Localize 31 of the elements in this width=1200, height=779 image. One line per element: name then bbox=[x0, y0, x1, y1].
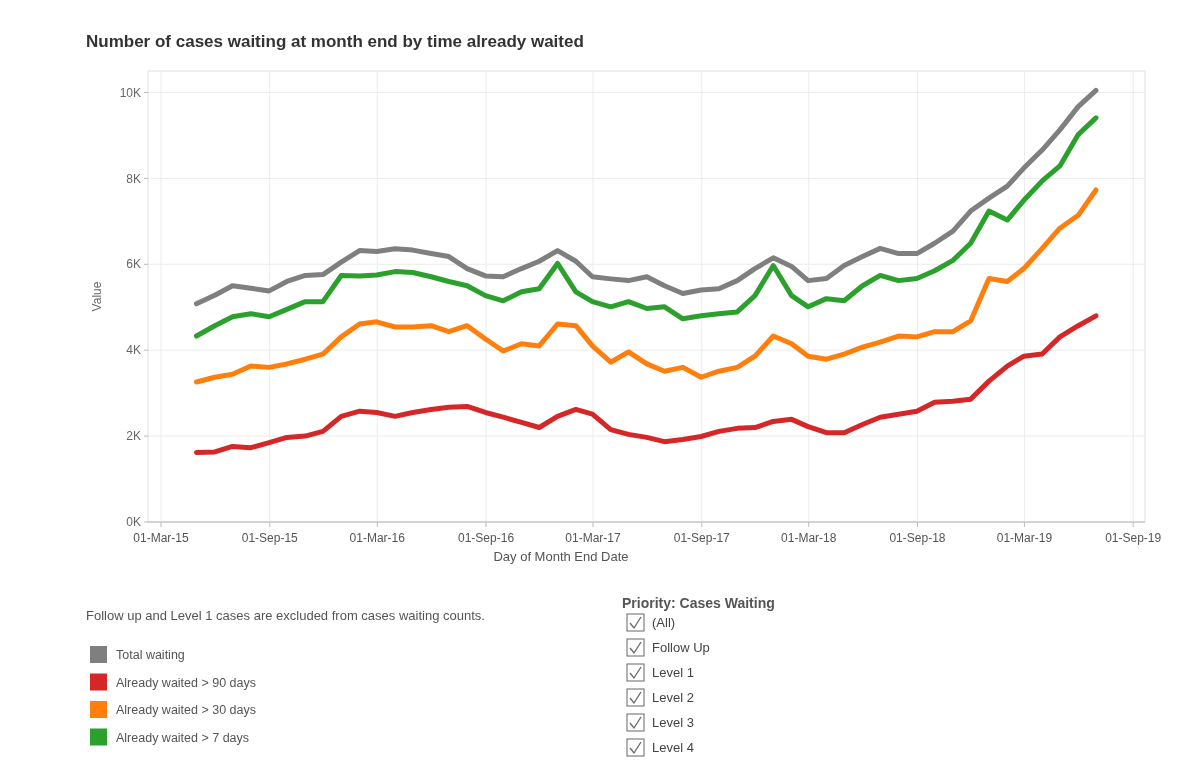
text: Level 2 bbox=[652, 690, 694, 705]
y-axis-title: Value bbox=[90, 281, 104, 312]
x-tick-label: 01-Sep-16 bbox=[458, 531, 515, 545]
text: Level 3 bbox=[652, 715, 694, 730]
x-tick-label: 01-Sep-18 bbox=[889, 531, 946, 545]
text: Priority: Cases Waiting bbox=[622, 595, 775, 611]
text: Level 4 bbox=[652, 740, 694, 755]
x-tick-label: 01-Sep-15 bbox=[241, 531, 299, 545]
text: Follow up and Level 1 cases are excluded from cases waiting counts. bbox=[86, 608, 485, 623]
y-tick-label: 4K bbox=[126, 343, 141, 358]
legend-label: Already waited > 90 days bbox=[116, 675, 257, 690]
chart-title: Number of cases waiting at month end by time already waited bbox=[86, 32, 584, 51]
text: (All) bbox=[652, 615, 676, 630]
y-tick-label: 8K bbox=[126, 171, 141, 186]
y-tick-label: 6K bbox=[126, 257, 141, 272]
x-tick-label: 01-Mar-17 bbox=[565, 531, 622, 545]
x-tick-label: 01-Sep-17 bbox=[673, 531, 731, 545]
y-tick-label: 10K bbox=[119, 85, 141, 100]
y-tick-label: 0K bbox=[126, 515, 141, 530]
legend-label: Already waited > 30 days bbox=[116, 703, 257, 717]
legend-label: Already waited > 7 days bbox=[116, 730, 250, 745]
x-tick-label: 01-Mar-15 bbox=[133, 531, 189, 545]
x-tick-label: 01-Mar-16 bbox=[349, 531, 406, 545]
text: Level 1 bbox=[652, 665, 694, 680]
x-axis-title: Day of Month End Date bbox=[493, 549, 629, 564]
x-tick-label: 01-Sep-19 bbox=[1105, 531, 1162, 545]
y-tick-label: 2K bbox=[126, 429, 141, 444]
x-tick-label: 01-Mar-18 bbox=[781, 531, 837, 545]
text: Follow Up bbox=[652, 640, 710, 655]
x-tick-label: 01-Mar-19 bbox=[996, 531, 1053, 545]
legend-label: Total waiting bbox=[116, 648, 185, 662]
